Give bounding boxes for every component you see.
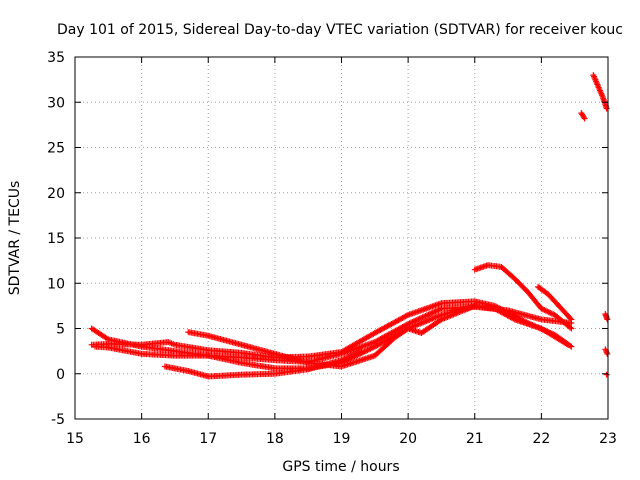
- data-marks: [88, 72, 611, 380]
- data-point-marker: [604, 316, 611, 323]
- y-tick-label: -5: [51, 412, 65, 428]
- chart-title: Day 101 of 2015, Sidereal Day-to-day VTE…: [57, 22, 623, 38]
- series-track-l: [603, 371, 610, 378]
- series-track-e: [161, 348, 365, 380]
- data-point-marker: [567, 342, 574, 349]
- data-point-marker: [103, 335, 110, 342]
- data-point-marker: [568, 325, 575, 332]
- data-point-marker: [567, 324, 574, 331]
- y-axis-label: SDTVAR / TECUs: [7, 181, 23, 296]
- data-point-marker: [568, 316, 575, 323]
- y-tick-label: 15: [47, 231, 65, 247]
- data-point-marker: [604, 350, 611, 357]
- axis-ticks: 15 16 17 18 19 20 21 22 23 -5 0 5 10 15 20 25 30 35: [47, 50, 617, 447]
- y-tick-label: 25: [47, 141, 65, 157]
- y-tick-label: 10: [47, 276, 65, 292]
- data-point-marker: [567, 315, 574, 322]
- series-track-h: [578, 110, 588, 122]
- x-tick-label: 21: [466, 431, 484, 447]
- x-tick-label: 15: [66, 431, 84, 447]
- data-point-marker: [358, 348, 365, 355]
- series-track-f: [471, 262, 575, 332]
- x-tick-label: 22: [532, 431, 550, 447]
- x-tick-label: 18: [266, 431, 284, 447]
- data-point-marker: [471, 302, 478, 309]
- x-tick-label: 16: [133, 431, 151, 447]
- y-tick-label: 5: [56, 322, 65, 338]
- series-track-c: [91, 303, 575, 365]
- x-axis-label: GPS time / hours: [282, 459, 399, 475]
- data-point-marker: [603, 371, 610, 378]
- x-tick-label: 23: [599, 431, 617, 447]
- data-point-marker: [568, 343, 575, 350]
- x-tick-label: 20: [399, 431, 417, 447]
- x-tick-label: 19: [333, 431, 351, 447]
- data-point-marker: [403, 312, 410, 319]
- series-track-k: [602, 346, 611, 357]
- data-point-marker: [581, 115, 588, 122]
- data-point-marker: [603, 105, 610, 112]
- y-tick-label: 0: [56, 367, 65, 383]
- y-tick-label: 30: [47, 95, 65, 111]
- series-track-g: [535, 283, 575, 323]
- y-tick-label: 35: [47, 50, 65, 66]
- x-tick-label: 17: [199, 431, 217, 447]
- y-tick-label: 20: [47, 186, 65, 202]
- data-point-marker: [580, 114, 587, 121]
